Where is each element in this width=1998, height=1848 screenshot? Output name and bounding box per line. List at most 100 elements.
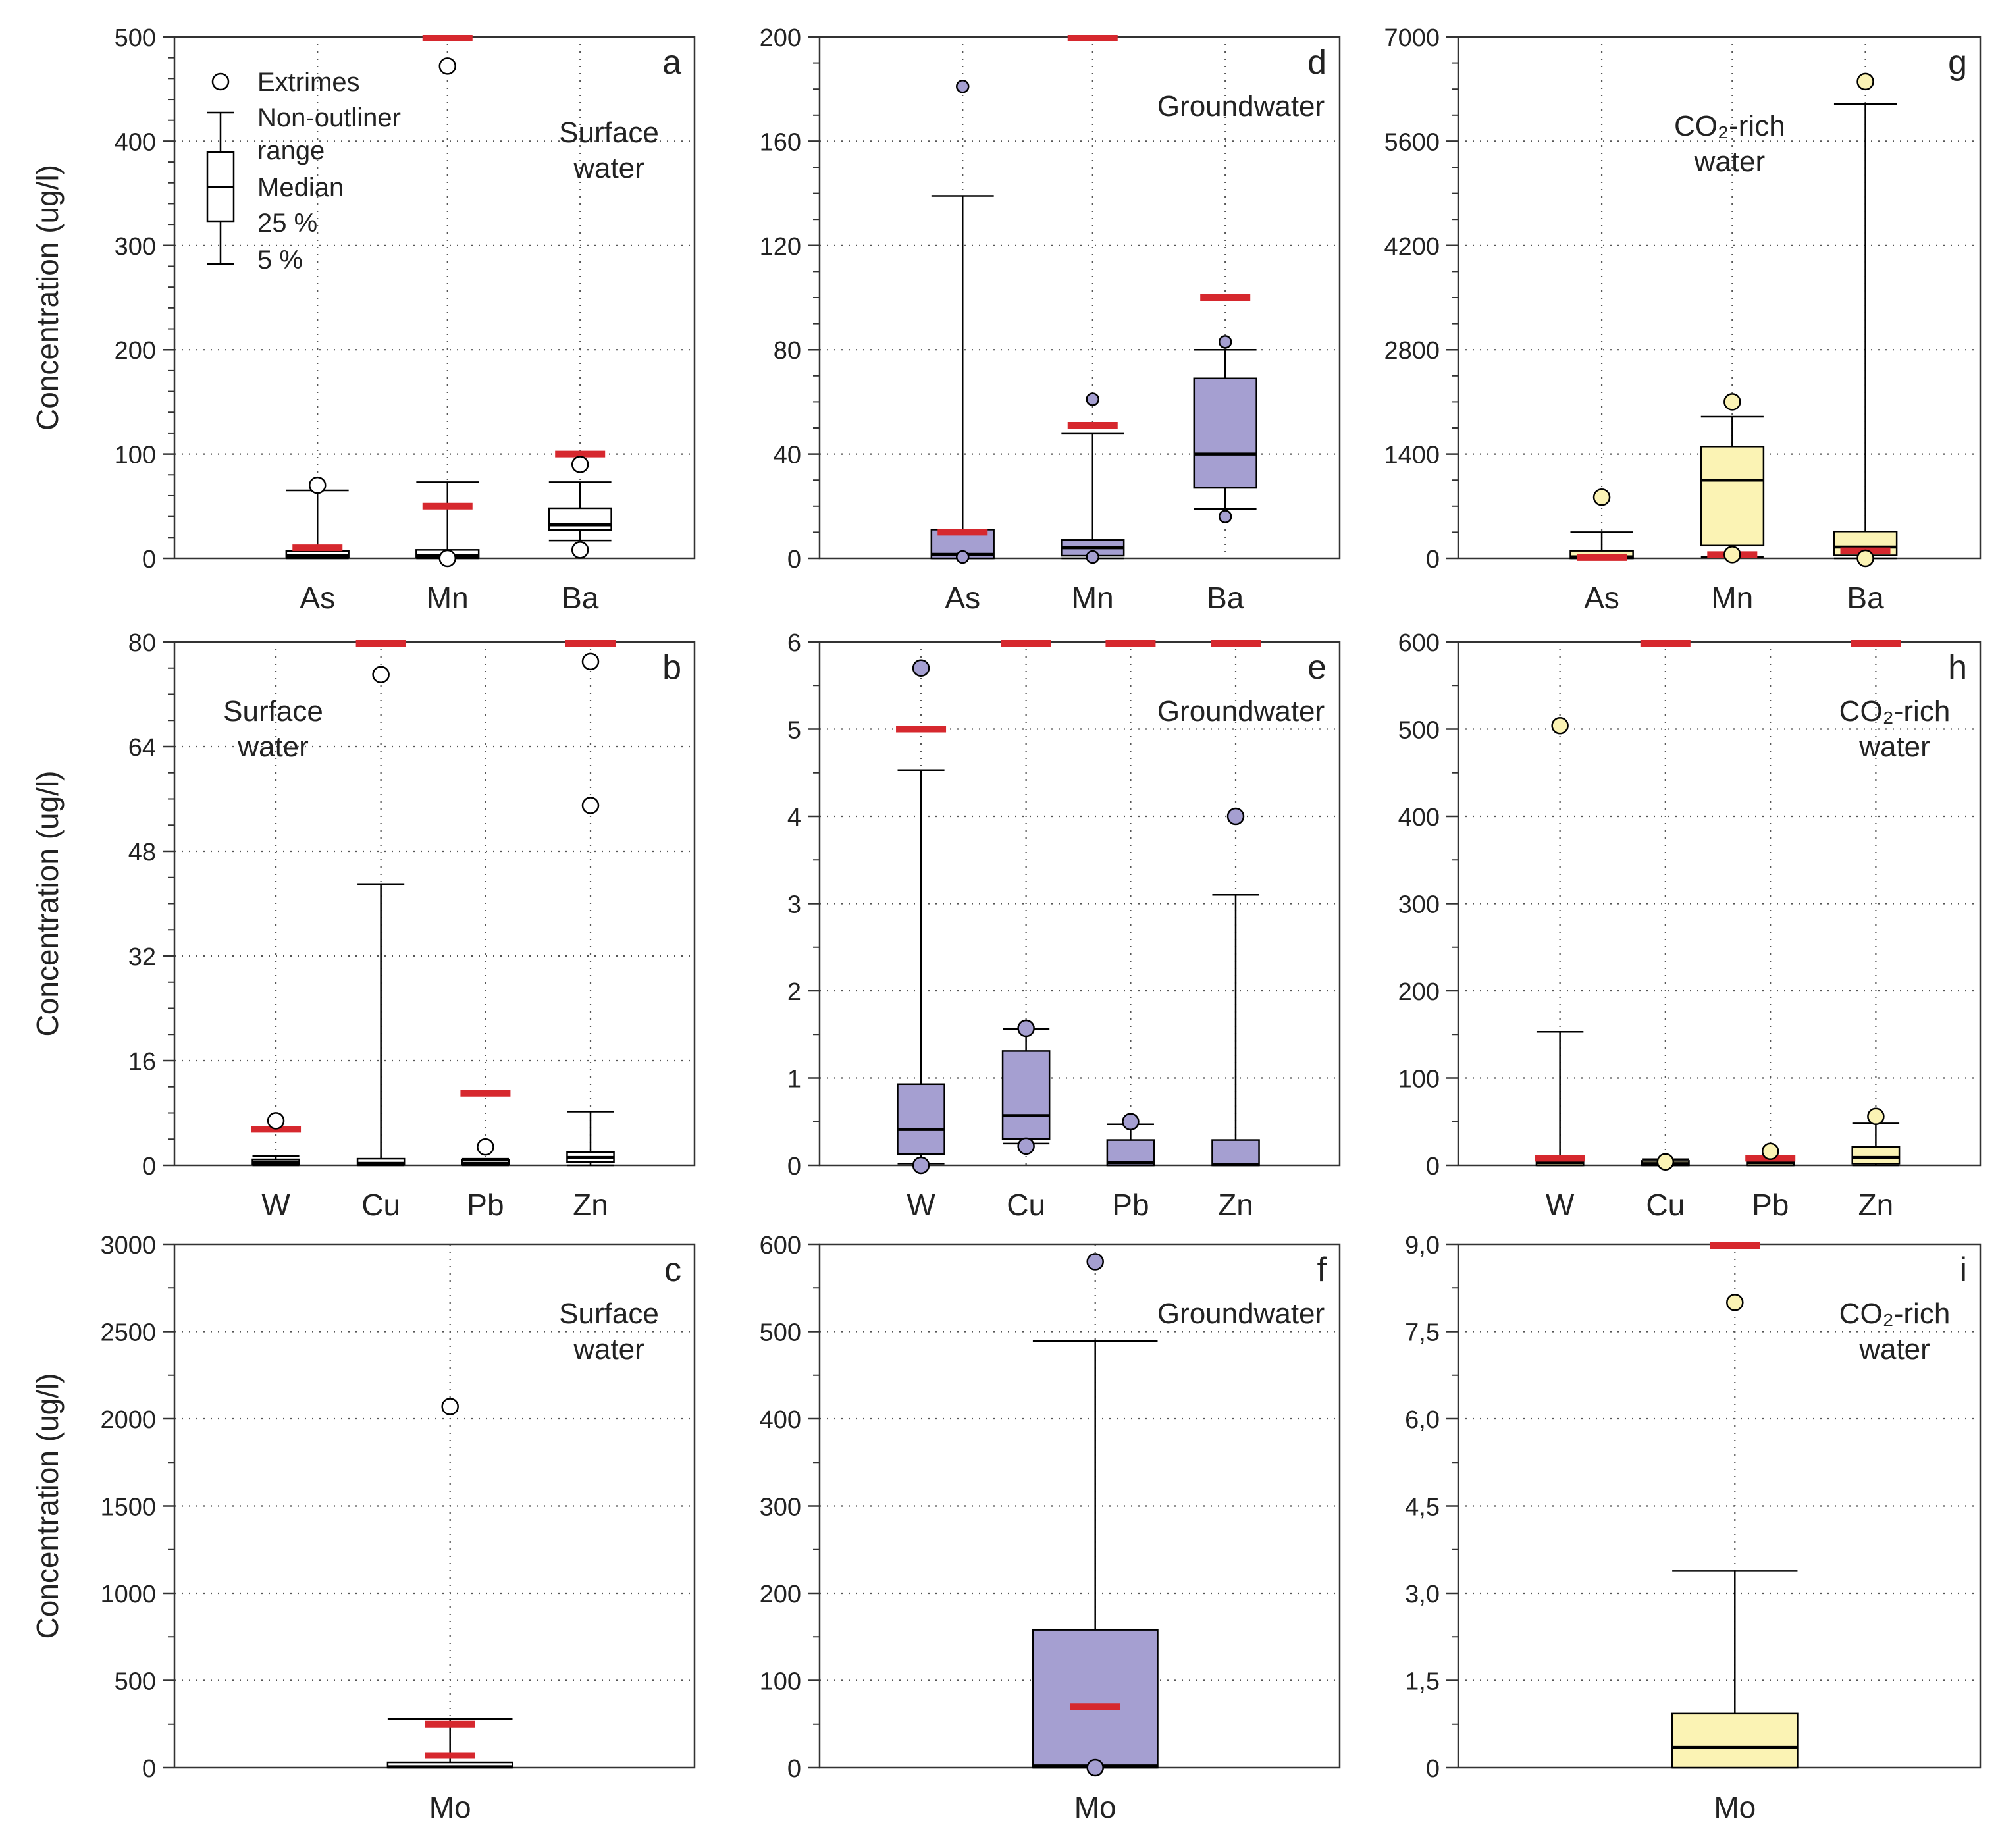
y-tick-label: 500 [760,1319,801,1347]
y-tick-label: 0 [787,1153,801,1180]
y-tick-label: 0 [787,1755,801,1783]
iqr-box [1032,1629,1159,1769]
y-tick-label: 500 [115,24,156,52]
outlier-point [581,797,600,814]
panel-letter: a [662,43,681,82]
water-type-label: Surface [559,117,659,149]
y-tick-label: 2 [787,978,801,1006]
box-Cu [1640,640,1691,1171]
iqr-box [1700,446,1765,547]
outlier-point [1218,510,1232,523]
y-tick-label: 300 [115,233,156,261]
outlier-point [438,57,456,75]
y-tick-label: 9,0 [1405,1232,1440,1259]
outlier-point [1856,72,1874,91]
outlier-point [571,456,589,473]
outlier-point [571,541,589,559]
y-tick-label: 160 [760,128,801,156]
panel-a: 0 100 200 300 400 500 Concentration (ug/l) As Mn… [30,24,696,615]
y-tick-label: 500 [1398,717,1440,745]
y-tick-label: 6 [787,629,801,657]
legend-p25-label: 25 % [257,209,317,238]
box-Mn [1061,35,1125,564]
outlier-point [912,1156,930,1175]
water-type-label: CO₂-rich [1674,110,1785,142]
panel-c: 0 500 1000 1500 2000 2500 3000 Concentration (u… [30,1232,696,1824]
y-tick-label: 2500 [100,1319,156,1347]
water-type-label: CO₂-rich [1839,1298,1951,1330]
legend: Extrimes Non-outliner range Median 25 % 5 % [206,68,401,275]
outlier-point [372,666,390,683]
x-category-label: Cu [1646,1188,1685,1222]
y-tick-label: 16 [128,1048,156,1076]
x-category-label: Mn [1072,581,1114,615]
outlier-point [438,549,456,568]
water-type-label: water [1858,731,1930,763]
y-tick-label: 1,5 [1405,1668,1440,1696]
x-category-label: Zn [1218,1188,1253,1222]
x-category-label: W [261,1188,290,1222]
x-category-label: Ba [562,581,599,615]
iqr-box [1851,1146,1901,1165]
y-tick-label: 32 [128,943,156,971]
iqr-box [1211,1139,1260,1167]
legend-median-label: Median [257,173,344,202]
panel-d: 0 40 80 120 160 200 As Mn Ba d Groundwater [760,24,1341,615]
y-tick-label: 600 [760,1232,801,1259]
y-tick-label: 0 [787,546,801,573]
x-category-label: Zn [573,1188,608,1222]
y-tick-label: 120 [760,233,801,261]
x-category-label: Pb [467,1188,504,1222]
panel-letter: h [1948,648,1967,687]
x-category-label: Mo [1714,1790,1756,1824]
outlier-point [956,79,970,93]
y-tick-label: 0 [142,1755,156,1783]
water-type-label: water [237,731,309,763]
outlier-point [1723,393,1741,411]
water-type-label: Surface [223,695,323,727]
outlier-point [1723,546,1741,564]
iqr-box [1001,1050,1051,1140]
outlier-point [581,652,600,671]
water-type-label: water [573,1333,644,1365]
y-tick-label: 400 [760,1406,801,1434]
box-As [930,79,995,564]
box-Zn [565,640,616,1167]
iqr-box [1671,1712,1799,1769]
outlier-point [956,550,970,564]
x-category-label: Ba [1847,581,1884,615]
water-type-label: water [1858,1333,1930,1365]
box-As [1569,488,1634,561]
outlier-point [1017,1137,1035,1155]
box-As [285,476,350,560]
outlier-point [1086,550,1099,564]
outlier-point [1856,549,1874,568]
panel-letter: e [1307,648,1327,687]
box-Pb [460,1090,511,1167]
y-tick-label: 0 [1426,546,1440,573]
y-tick-label: 3000 [100,1232,156,1259]
x-category-label: Pb [1112,1188,1149,1222]
panel-letter: c [664,1251,681,1289]
box-W [896,659,947,1175]
box-Zn [1851,640,1901,1167]
x-category-label: Cu [1007,1188,1045,1222]
legend-extremes-label: Extrimes [257,68,360,97]
panel-g: 0 1400 2800 4200 5600 7000 As Mn Ba g CO₂-richwate… [1384,24,1982,615]
panel-letter: b [662,648,681,687]
y-tick-label: 200 [760,1581,801,1608]
panel-h: 0 100 200 300 400 500 600 W Cu Pb Zn h CO₂-rich water [1398,629,1982,1222]
outlier-point [1226,807,1245,826]
outlier-point [477,1138,494,1156]
y-axis-label: Concentration (ug/l) [30,165,65,431]
box-Cu [1001,640,1051,1155]
x-category-label: Ba [1207,581,1244,615]
y-tick-label: 1000 [100,1581,156,1608]
y-tick-label: 7,5 [1405,1319,1440,1347]
x-category-label: W [907,1188,935,1222]
legend-extreme-symbol [211,72,230,91]
x-category-label: Mn [427,581,469,615]
outlier-point [1726,1294,1744,1311]
y-tick-label: 200 [115,337,156,365]
y-tick-label: 200 [760,24,801,52]
